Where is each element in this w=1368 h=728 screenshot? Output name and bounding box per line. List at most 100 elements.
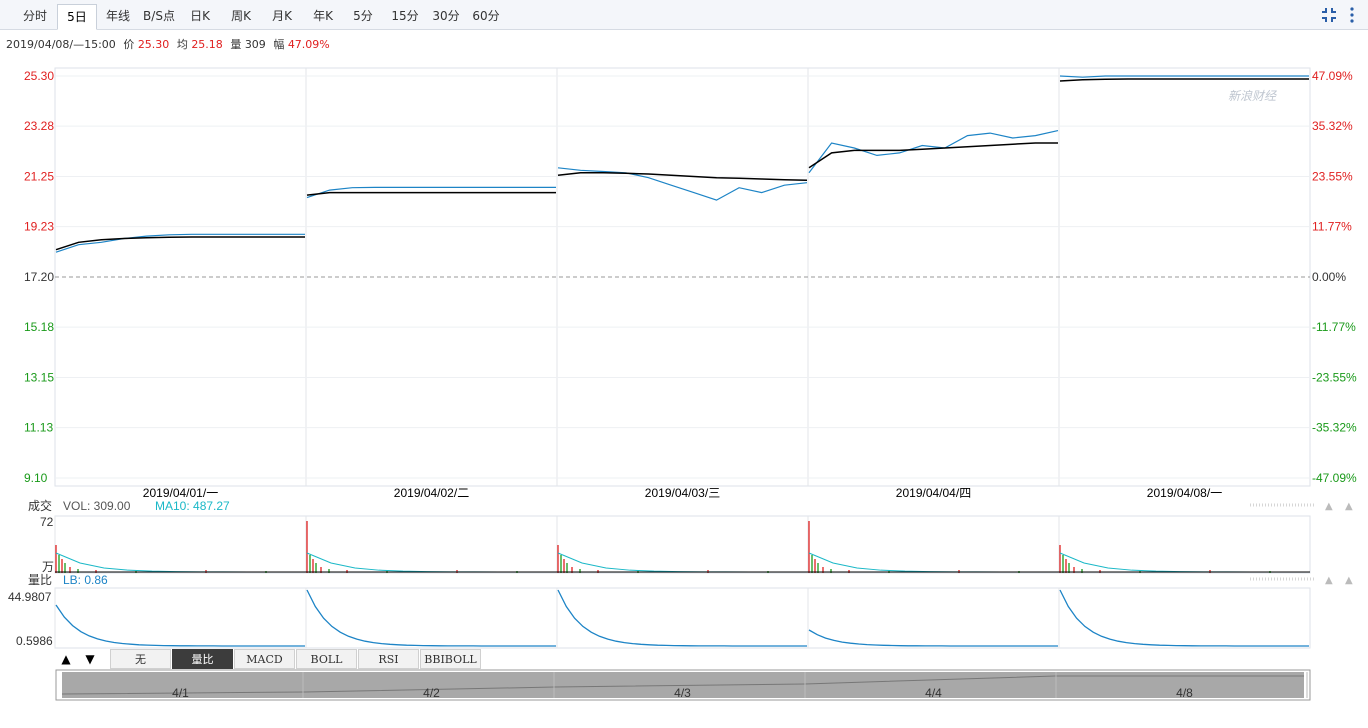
navigator-label: 4/4 <box>925 686 942 700</box>
ratio-line <box>55 604 305 647</box>
tab-yearly-k[interactable]: 年K <box>313 9 333 23</box>
average-line <box>1059 78 1309 82</box>
tab-yearline[interactable]: 年线 <box>105 9 130 23</box>
ratio-label: 量比 <box>28 573 52 587</box>
navigator-label: 4/8 <box>1176 686 1193 700</box>
percent-tick-label: -47.09% <box>1312 471 1357 485</box>
tab-5day[interactable]: 5日 <box>57 4 97 30</box>
ma10-line <box>557 552 799 573</box>
ratio-line <box>557 589 807 647</box>
panel-up-arrow-icon: ▲ <box>1325 501 1333 512</box>
info-price-label: 价 <box>123 38 135 51</box>
price-tick-label: 19.23 <box>24 220 54 234</box>
tab-weekly-k[interactable]: 周K <box>231 9 251 23</box>
price-tick-label: 11.13 <box>24 421 53 435</box>
tab-5min[interactable]: 5分 <box>353 9 373 23</box>
ma10-line <box>1059 552 1301 573</box>
percent-tick-label: -35.32% <box>1312 421 1357 435</box>
price-tick-label: 17.20 <box>24 270 54 284</box>
volume-frame <box>54 515 1311 574</box>
percent-tick-label: 23.55% <box>1312 170 1353 184</box>
percent-tick-label: 0.00% <box>1312 270 1346 284</box>
quote-info-bar: 2019/04/08/—15:00 价 25.30 均 25.18 量 309 … <box>6 36 330 52</box>
average-line <box>306 191 556 196</box>
percent-tick-label: 35.32% <box>1312 119 1353 133</box>
panel-down-arrow-icon: ▲ <box>1345 575 1353 586</box>
panel-down-arrow-icon: ▲ <box>1345 501 1353 512</box>
volume-value: VOL: 309.00 <box>63 499 131 513</box>
tab-15min[interactable]: 15分 <box>391 9 419 23</box>
ratio-line <box>1059 589 1309 647</box>
indicator-tab-rsi[interactable]: RSI <box>358 649 419 669</box>
tab-daily-k[interactable]: 日K <box>190 9 210 23</box>
tab-fenshi[interactable]: 分时 <box>22 9 47 23</box>
percent-axis: 47.09% 35.32% 23.55% 11.77% 0.00% -11.77% -23.… <box>1312 69 1357 485</box>
indicator-tab-macd[interactable]: MACD <box>234 649 295 669</box>
price-line <box>55 233 305 253</box>
info-amp-label: 幅 <box>273 38 285 51</box>
ratio-line <box>306 589 556 647</box>
tab-30min[interactable]: 30分 <box>432 9 460 23</box>
average-line <box>808 142 1058 169</box>
more-menu-icon[interactable] <box>1344 6 1360 24</box>
collapse-icon[interactable] <box>1320 6 1338 24</box>
volume-label: 成交 <box>28 498 52 513</box>
price-line <box>808 130 1059 174</box>
price-line <box>557 167 808 201</box>
tab-bs-point[interactable]: B/S点 <box>143 9 175 23</box>
volume-panel: 成交 VOL: 309.00 MA10: 487.27 72 万 <box>28 498 1311 574</box>
info-avg: 25.18 <box>191 38 223 51</box>
navigator: 4/1 4/2 4/3 4/4 4/8 ▲ ▲ ▲ ▲ <box>55 501 1353 701</box>
tab-60min[interactable]: 60分 <box>472 9 500 23</box>
ma10-value: MA10: 487.27 <box>155 499 230 513</box>
navigator-label: 4/3 <box>674 686 691 700</box>
panel-up-arrow-icon: ▲ <box>1325 575 1333 586</box>
ratio-line <box>808 629 1058 647</box>
navigator-label: 4/2 <box>423 686 440 700</box>
period-tabbar: 分时 5日 年线 B/S点 日K 周K 月K 年K 5分 15分 30分 60分 <box>0 0 1368 30</box>
chart-grid <box>54 67 1311 487</box>
percent-tick-label: 11.77% <box>1312 220 1352 234</box>
arrow-up-button[interactable]: ▲ <box>61 652 71 666</box>
price-tick-label: 25.30 <box>24 69 54 83</box>
day-label: 2019/04/03/三 <box>645 486 720 500</box>
info-price: 25.30 <box>137 38 170 51</box>
percent-tick-label: -11.77% <box>1312 320 1356 334</box>
ma10-line <box>55 552 297 573</box>
percent-tick-label: 47.09% <box>1312 69 1353 83</box>
price-tick-label: 13.15 <box>24 371 54 385</box>
average-line <box>55 236 305 251</box>
price-tick-label: 15.18 <box>24 320 54 334</box>
percent-tick-label: -23.55% <box>1312 371 1357 385</box>
ratio-bottom-tick: 0.5986 <box>16 634 53 648</box>
indicator-tab-bbiboll[interactable]: BBIBOLL <box>420 649 481 669</box>
indicator-tab-none[interactable]: 无 <box>110 649 171 669</box>
ratio-top-tick: 44.9807 <box>8 590 52 604</box>
day-label: 2019/04/01/一 <box>143 486 218 500</box>
day-label: 2019/04/02/二 <box>394 486 469 500</box>
navigator-line <box>61 675 1304 695</box>
indicator-tab-boll[interactable]: BOLL <box>296 649 357 669</box>
navigator-label: 4/1 <box>172 686 189 700</box>
info-datetime: 2019/04/08/—15:00 <box>6 38 116 51</box>
day-label: 2019/04/08/一 <box>1147 486 1222 500</box>
tab-monthly-k[interactable]: 月K <box>272 9 292 23</box>
price-tick-label: 21.25 <box>24 170 54 184</box>
volume-unit: 万 <box>42 560 54 574</box>
info-amp: 47.09% <box>287 38 330 51</box>
price-line <box>1059 75 1309 78</box>
price-tick-label: 23.28 <box>24 119 54 133</box>
info-avg-label: 均 <box>176 38 188 51</box>
volume-top-tick: 72 <box>40 515 54 529</box>
arrow-down-button[interactable]: ▼ <box>85 652 95 666</box>
day-label: 2019/04/04/四 <box>896 486 971 500</box>
ratio-panel: 量比 LB: 0.86 44.9807 0.5986 <box>8 573 1311 649</box>
info-vol: 309 <box>244 38 266 51</box>
indicator-tab-ratio[interactable]: 量比 <box>172 649 233 669</box>
lb-value: LB: 0.86 <box>63 573 108 587</box>
price-lines <box>55 75 1309 253</box>
price-line <box>306 186 556 199</box>
ratio-frame <box>54 587 1311 649</box>
price-axis: 25.30 23.28 21.25 19.23 17.20 15.18 13.15 11.13… <box>24 69 54 485</box>
